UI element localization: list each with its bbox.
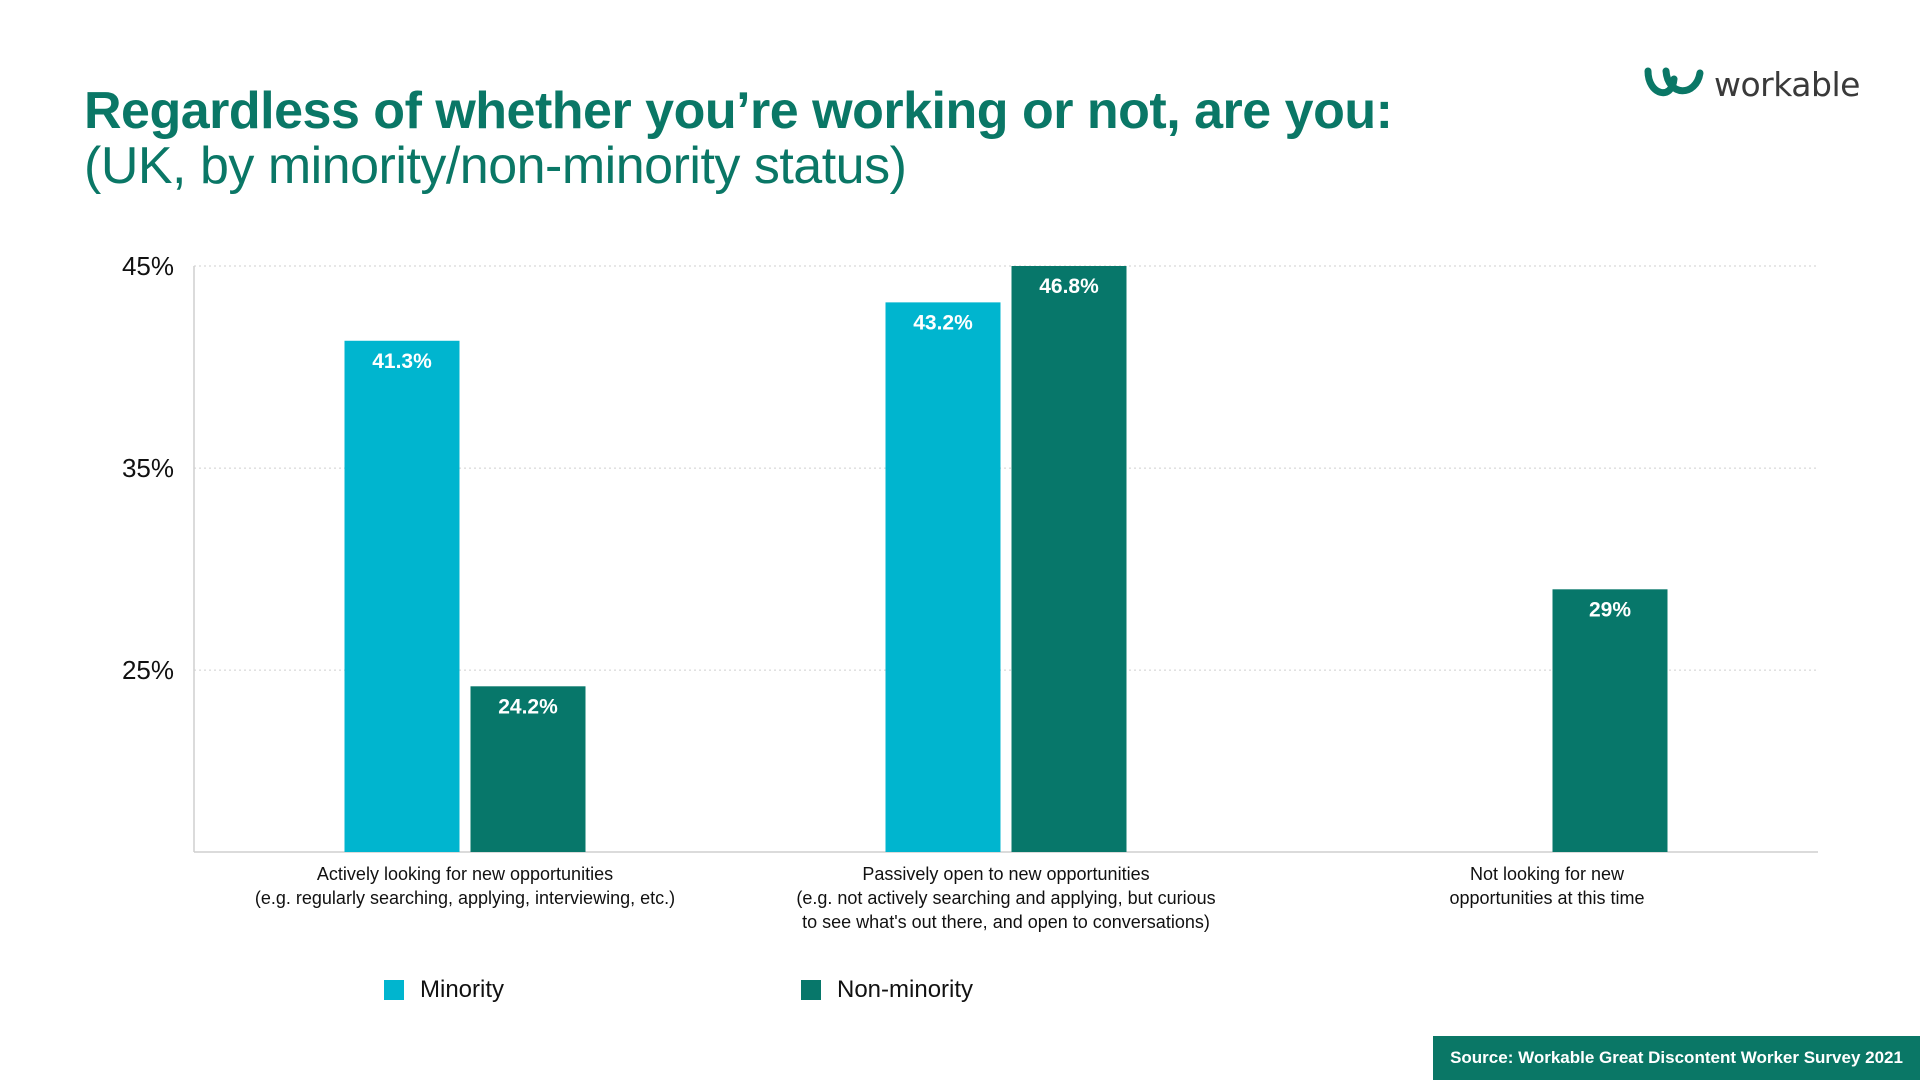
x-category-label-line: Passively open to new opportunities [862,864,1150,884]
bar-value-label: 29% [1589,598,1631,621]
legend-label-minority: Minority [420,976,505,1003]
workable-logo: workable [1644,62,1860,106]
x-category-label-line: (e.g. regularly searching, applying, int… [254,888,676,908]
bar [344,340,460,852]
x-category-label: Actively looking for new opportunities (e… [165,862,765,910]
logo-text: workable [1714,64,1860,104]
x-category-label-line: Actively looking for new opportunities [316,864,614,884]
legend-label-non-minority: Non-minority [837,976,974,1003]
legend-item-minority: Minority [384,976,504,1004]
bar-value-label: 15.5% [1454,871,1514,894]
bar [885,302,1001,852]
y-tick-label: 35% [122,453,174,483]
x-category-label-line: opportunities at this time [1449,888,1645,908]
y-tick-label: 25% [122,655,174,685]
x-category-label-line: to see what's out there, and open to con… [802,912,1210,932]
title-line-1: Regardless of whether you’re working or … [84,82,1393,140]
title-line-2: (UK, by minority/non-minority status) [84,136,907,195]
legend-swatch-non-minority [801,980,821,1000]
y-tick-label: 45% [122,251,174,281]
bar-value-label: 24.2% [498,695,558,718]
bar-value-label: 46.8% [1039,275,1099,298]
legend-swatch-minority [384,980,404,1000]
bar-value-label: 41.3% [372,350,432,373]
bar [1552,589,1668,852]
chart-title: Regardless of whether you’re working or … [84,82,1393,195]
source-banner: Source: Workable Great Discontent Worker… [1433,1036,1920,1080]
bar [1011,266,1127,852]
x-category-label-line: Not looking for new [1469,864,1625,884]
bar [470,686,586,852]
x-category-label-line: (e.g. not actively searching and applyin… [796,888,1216,908]
workable-logo-icon [1644,67,1704,97]
bar-value-label: 43.2% [913,311,973,334]
x-category-label: Passively open to new opportunities (e.g.… [706,862,1306,934]
legend-item-non-minority: Non-minority [801,976,973,1004]
x-category-label: Not looking for new opportunities at this… [1247,862,1847,910]
